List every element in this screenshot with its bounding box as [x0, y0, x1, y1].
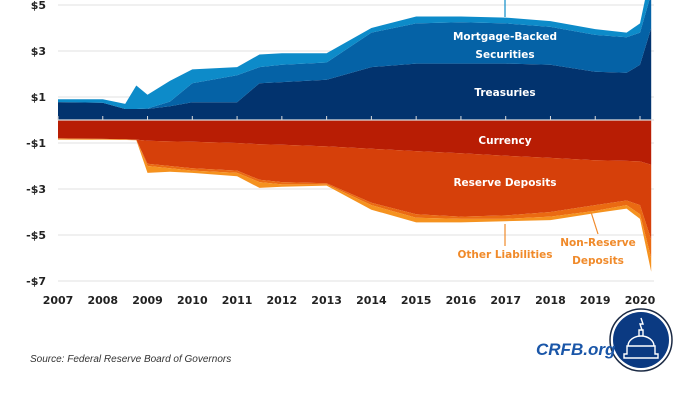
area-other-liabilities	[58, 138, 652, 272]
label-non-reserve-2: Deposits	[572, 255, 624, 267]
y-tick-label: -$1	[26, 137, 46, 150]
label-non-reserve-1: Non-Reserve	[560, 237, 636, 249]
y-tick-label: $1	[31, 91, 46, 104]
y-tick-label: -$3	[26, 183, 46, 196]
x-tick-label: 2018	[535, 294, 566, 307]
x-tick-labels: 2007 2008 2009 2010 2011 2012 2013 2014 2015 2016…	[43, 294, 656, 307]
label-other-liabilities: Other Liabilities	[457, 249, 552, 261]
label-mbs-1: Mortgage-Backed	[453, 31, 557, 43]
source-note: Source: Federal Reserve Board of Governo…	[30, 354, 232, 365]
x-tick-label: 2008	[87, 294, 118, 307]
area-currency	[58, 120, 652, 165]
y-axis: $5 $3 $1 -$1 -$3 -$5 -$7	[26, 0, 46, 288]
y-tick-label: $3	[31, 45, 46, 58]
x-tick-label: 2013	[311, 294, 342, 307]
x-axis	[57, 116, 654, 121]
x-tick-label: 2011	[222, 294, 253, 307]
brand-link[interactable]: CRFB.org	[536, 340, 616, 359]
x-tick-label: 2020	[625, 294, 656, 307]
y-tick-label: $5	[31, 0, 46, 12]
x-tick-label: 2016	[446, 294, 477, 307]
x-tick-label: 2012	[267, 294, 298, 307]
area-reserve-deposits	[58, 138, 652, 240]
y-tick-label: -$7	[26, 275, 46, 288]
series-labels: Mortgage-Backed Securities Treasuries Cu…	[453, 0, 636, 267]
area-series	[58, 0, 652, 272]
x-tick-label: 2017	[490, 294, 521, 307]
label-reserve-deposits: Reserve Deposits	[453, 177, 556, 189]
x-tick-label: 2007	[43, 294, 74, 307]
x-tick-label: 2019	[580, 294, 611, 307]
x-tick-label: 2015	[401, 294, 432, 307]
label-currency: Currency	[478, 135, 531, 147]
x-tick-label: 2009	[132, 294, 163, 307]
x-tick-label: 2010	[177, 294, 208, 307]
area-treasuries	[58, 28, 652, 120]
label-treasuries: Treasuries	[474, 87, 535, 99]
leader-line-non-reserve	[590, 211, 599, 235]
x-tick-label: 2014	[356, 294, 387, 307]
y-tick-label: -$5	[26, 229, 46, 242]
crfb-logo	[609, 308, 673, 372]
label-mbs-2: Securities	[475, 49, 534, 61]
area-mortgage-backed-securities	[58, 0, 652, 109]
